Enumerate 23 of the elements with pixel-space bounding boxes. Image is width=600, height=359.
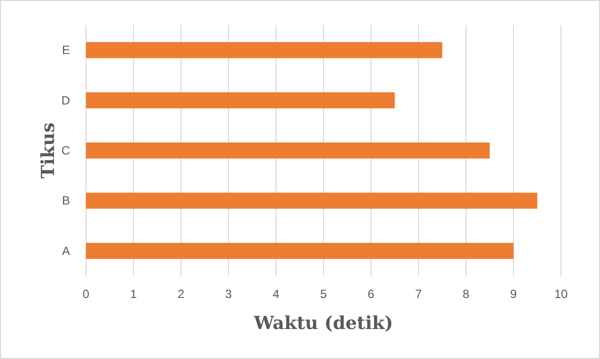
y-tick-label: A — [62, 244, 70, 258]
x-tick-label: 8 — [462, 287, 470, 301]
x-tick-label: 5 — [320, 287, 328, 301]
x-tick-label: 3 — [225, 287, 232, 301]
bar — [86, 42, 442, 58]
bar — [86, 142, 490, 159]
bar — [86, 92, 395, 108]
x-tick-label: 10 — [554, 287, 568, 301]
x-tick-label: 1 — [130, 287, 138, 301]
y-tick-label: B — [62, 194, 70, 208]
x-tick-label: 2 — [178, 287, 185, 301]
x-tick-label: 9 — [510, 287, 518, 301]
x-tick-label: 0 — [82, 287, 90, 301]
y-tick-label: E — [62, 43, 70, 58]
x-tick-label: 7 — [415, 287, 422, 301]
y-axis-title: Tikus — [38, 122, 59, 178]
x-tick-label: 4 — [272, 287, 280, 301]
x-tick-label: 6 — [368, 287, 375, 301]
bar — [86, 242, 514, 259]
bar — [86, 192, 538, 209]
x-axis-title: Waktu (detik) — [252, 313, 394, 334]
y-tick-label: D — [61, 93, 70, 108]
y-tick-label: C — [61, 144, 70, 158]
